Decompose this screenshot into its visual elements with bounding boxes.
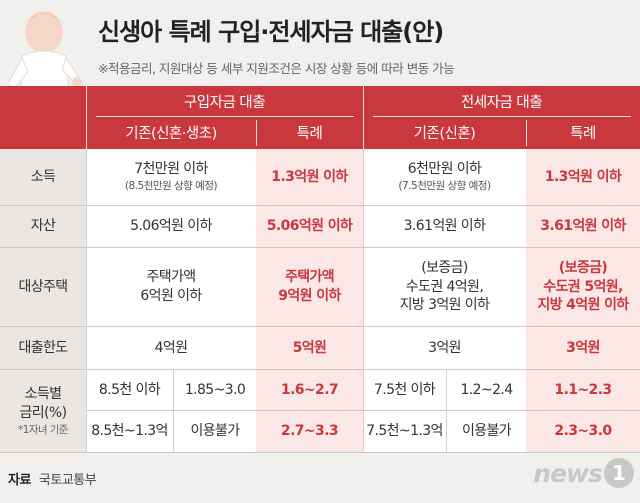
limit-jeonse-existing: 3억원	[363, 327, 526, 369]
column-divider	[86, 149, 87, 452]
housing-jeonse-existing-line1: (보증금)	[421, 259, 468, 276]
housing-purchase-special: 주택가액 9억원 이하	[256, 248, 363, 326]
housing-jeonse-existing-line2: 수도권 4억원,	[405, 278, 484, 295]
source-label: 자료	[8, 473, 31, 488]
housing-jeonse-special: (보증금) 수도권 5억원, 지방 4억원 이하	[526, 248, 640, 326]
rate2-purchase-rate: 이용불가	[174, 411, 256, 452]
header-divider	[363, 86, 364, 149]
rate-label-line2: 금리(%)	[19, 404, 68, 421]
column-divider	[173, 370, 174, 452]
row-label-housing: 대상주택	[0, 248, 86, 326]
rate2-purchase-special: 2.7~3.3	[256, 411, 363, 452]
logo-badge: 1	[604, 458, 634, 488]
housing-jeonse-existing-line3: 지방 3억원 이하	[399, 297, 490, 314]
income-purchase-special: 1.3억원 이하	[256, 149, 363, 205]
income-jeonse-existing-value: 6천만원 이하	[407, 161, 482, 178]
income-jeonse-special: 1.3억원 이하	[526, 149, 640, 205]
assets-purchase-special: 5.06억원 이하	[256, 206, 363, 247]
header-divider	[373, 116, 631, 117]
source-credit: 자료 국토교통부	[8, 469, 97, 488]
row-divider	[0, 205, 640, 206]
column-divider	[446, 370, 447, 452]
header-purchase-existing: 기존(신혼·생초)	[86, 116, 256, 149]
rate-label-line1: 소득별	[24, 386, 62, 403]
rate1-purchase-special: 1.6~2.7	[256, 370, 363, 410]
row-divider	[0, 247, 640, 248]
news1-logo: news 1	[533, 458, 634, 488]
header-divider	[86, 86, 87, 149]
row-divider	[0, 326, 640, 327]
limit-purchase-special: 5억원	[256, 327, 363, 369]
rate1-jeonse-special: 1.1~2.3	[526, 370, 640, 410]
header-purchase-group: 구입자금 대출	[86, 86, 363, 116]
row-label-limit: 대출한도	[0, 327, 86, 369]
logo-text: news	[533, 458, 603, 488]
header-jeonse-existing: 기존(신혼)	[363, 116, 526, 149]
housing-purchase-special-line1: 주택가액	[284, 269, 335, 286]
housing-purchase-existing-line2: 6억원 이하	[140, 288, 202, 304]
header-label-blank	[0, 86, 86, 149]
limit-jeonse-special: 3억원	[526, 327, 640, 369]
row-divider	[0, 452, 640, 453]
income-purchase-existing: 7천만원 이하 (8.5천만원 상향 예정)	[86, 149, 256, 205]
housing-jeonse-special-line3: 지방 4억원 이하	[537, 297, 629, 314]
rate2-jeonse-income: 7.5천~1.3억	[363, 411, 446, 452]
header-divider	[526, 120, 527, 146]
rate1-purchase-rate: 1.85~3.0	[174, 370, 256, 410]
income-jeonse-existing-note: (7.5천만원 상향 예정)	[398, 180, 491, 193]
row-label-assets: 자산	[0, 206, 86, 247]
housing-jeonse-special-line2: 수도권 5억원,	[543, 278, 623, 295]
rate-label-note: *1자녀 기준	[18, 423, 68, 436]
rate2-jeonse-rate: 이용불가	[447, 411, 526, 452]
page-title: 신생아 특례 구입·전세자금 대출(안)	[98, 18, 444, 46]
source-value: 국토교통부	[38, 473, 97, 488]
rate1-purchase-income: 8.5천 이하	[86, 370, 173, 410]
housing-purchase-existing-line1: 주택가액	[146, 269, 196, 286]
income-purchase-existing-note: (8.5천만원 상향 예정)	[124, 180, 218, 193]
rate2-purchase-income: 8.5천~1.3억	[86, 411, 173, 452]
row-label-income: 소득	[0, 149, 86, 205]
header-jeonse-group: 전세자금 대출	[363, 86, 640, 116]
housing-purchase-special-line2: 9억원 이하	[278, 288, 341, 304]
header-divider	[256, 120, 257, 146]
assets-jeonse-special: 3.61억원 이하	[526, 206, 640, 247]
row-divider	[0, 369, 640, 370]
rate1-jeonse-rate: 1.2~2.4	[447, 370, 526, 410]
assets-purchase-existing: 5.06억원 이하	[86, 206, 256, 247]
header-divider	[96, 116, 354, 117]
assets-jeonse-existing: 3.61억원 이하	[363, 206, 526, 247]
housing-purchase-existing: 주택가액 6억원 이하	[86, 248, 256, 326]
rate2-jeonse-special: 2.3~3.0	[526, 411, 640, 452]
header-purchase-special: 특례	[256, 116, 363, 149]
housing-jeonse-existing: (보증금) 수도권 4억원, 지방 3억원 이하	[363, 248, 526, 326]
income-purchase-existing-value: 7천만원 이하	[134, 161, 208, 178]
income-jeonse-existing: 6천만원 이하 (7.5천만원 상향 예정)	[363, 149, 526, 205]
housing-jeonse-special-line1: (보증금)	[558, 259, 608, 276]
row-label-rate: 소득별 금리(%) *1자녀 기준	[0, 370, 86, 452]
rate1-jeonse-income: 7.5천 이하	[363, 370, 446, 410]
limit-purchase-existing: 4억원	[86, 327, 256, 369]
page-subtitle: ※적용금리, 지원대상 등 세부 지원조건은 시장 상황 등에 따라 변동 가능	[98, 61, 455, 76]
header-jeonse-special: 특례	[526, 116, 640, 149]
column-divider	[363, 149, 364, 452]
